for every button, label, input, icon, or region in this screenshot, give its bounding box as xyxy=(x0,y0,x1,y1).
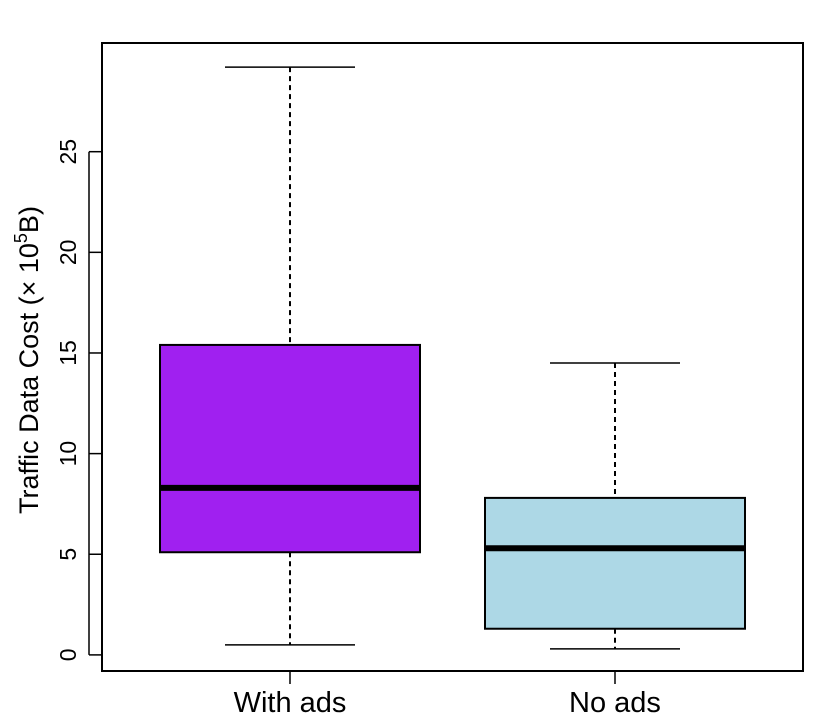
y-tick-label-5: 25 xyxy=(55,139,81,165)
y-tick-label-4: 20 xyxy=(55,240,81,266)
y-axis: 0 5 10 15 20 25 xyxy=(55,139,102,661)
y-tick-label-2: 10 xyxy=(55,441,81,467)
y-axis-title-main: Traffic Data Cost (× 10 xyxy=(14,243,44,514)
box-1 xyxy=(484,362,746,650)
boxes xyxy=(159,66,746,650)
plot-frame xyxy=(101,42,804,672)
iqr-box-1 xyxy=(484,496,746,630)
y-tick-label-1: 5 xyxy=(55,548,81,561)
y-axis-title-superscript: 5 xyxy=(11,233,31,243)
y-tick-label-3: 15 xyxy=(55,340,81,366)
x-axis: With ads No ads xyxy=(234,671,661,719)
y-axis-title: Traffic Data Cost (× 105B) xyxy=(11,206,44,514)
iqr-box-0 xyxy=(159,343,421,554)
y-tick-label-0: 0 xyxy=(55,648,81,661)
x-tick-label-1: No ads xyxy=(569,687,661,719)
y-axis-title-tail: B) xyxy=(14,206,44,233)
x-tick-label-0: With ads xyxy=(234,687,347,719)
box-0 xyxy=(159,66,421,646)
